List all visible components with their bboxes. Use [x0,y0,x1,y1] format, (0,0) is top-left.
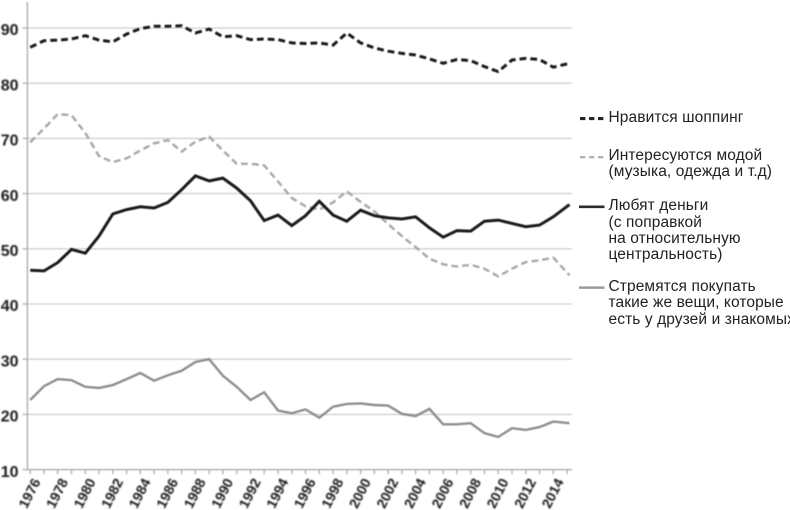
svg-text:1988: 1988 [180,475,208,510]
svg-text:1990: 1990 [208,475,236,510]
svg-text:1996: 1996 [290,475,318,510]
svg-text:10: 10 [1,464,19,481]
svg-text:1992: 1992 [235,475,263,510]
svg-text:60: 60 [1,188,19,205]
svg-text:70: 70 [1,133,19,150]
svg-text:2006: 2006 [428,475,456,510]
svg-text:50: 50 [1,243,19,260]
svg-text:40: 40 [1,298,19,315]
svg-text:2004: 2004 [401,475,429,510]
svg-text:1976: 1976 [15,475,43,510]
svg-text:1980: 1980 [70,475,98,510]
svg-text:90: 90 [1,22,19,39]
svg-text:2002: 2002 [373,475,401,510]
svg-text:1978: 1978 [43,475,71,510]
svg-text:2012: 2012 [511,475,539,510]
svg-text:1986: 1986 [153,475,181,510]
svg-text:2010: 2010 [483,475,511,510]
svg-text:1994: 1994 [263,475,291,510]
svg-text:1998: 1998 [318,475,346,510]
svg-text:1984: 1984 [125,475,153,510]
svg-text:20: 20 [1,409,19,426]
svg-text:30: 30 [1,353,19,370]
svg-text:2008: 2008 [456,475,484,510]
svg-text:80: 80 [1,77,19,94]
svg-text:2014: 2014 [538,475,566,510]
svg-text:2000: 2000 [346,475,374,510]
svg-text:1982: 1982 [98,475,126,510]
